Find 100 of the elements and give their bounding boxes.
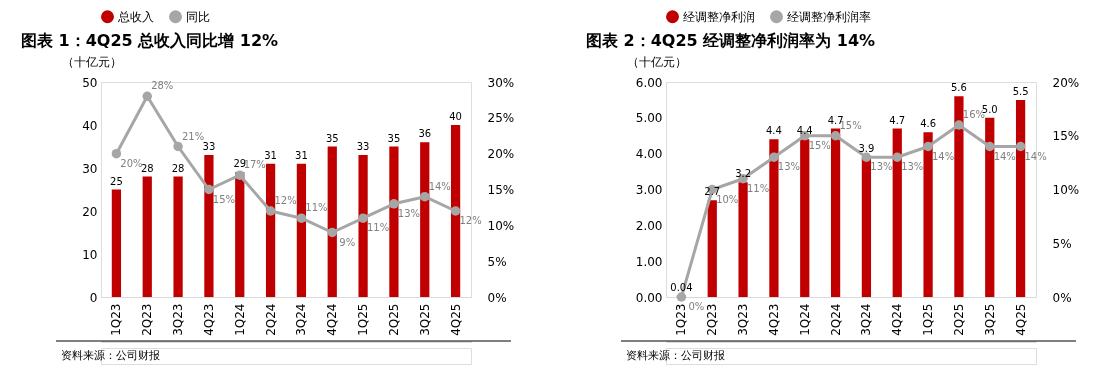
bar [235, 172, 245, 297]
data-label: 14% [993, 150, 1016, 162]
y-tick-label: 4.00 [635, 147, 663, 162]
text: 资料来源：公司财报 [626, 349, 725, 362]
data-label: 11% [746, 182, 770, 194]
point [892, 152, 902, 162]
y2-tick-label: 25% [487, 111, 515, 126]
data-label: 5.5 [1012, 85, 1029, 97]
bar [738, 182, 748, 297]
x-tick-label: 4Q25 [448, 303, 463, 336]
chart-title: 图表 1：4Q25 总收入同比增 12% [21, 31, 279, 50]
data-label: 13% [870, 161, 893, 173]
x-tick-label: 2Q25 [386, 303, 401, 336]
bar [985, 117, 995, 297]
bar [923, 132, 933, 297]
bar [327, 146, 337, 297]
y2-tick-label: 30% [487, 75, 515, 90]
point [985, 141, 995, 152]
point [861, 152, 872, 162]
y2-tick-label: 15% [487, 183, 515, 197]
x-tick-label: 4Q24 [325, 303, 340, 336]
x-tick-label: 2Q25 [951, 303, 966, 336]
x-tick-label: 3Q25 [417, 303, 432, 336]
bar [420, 142, 430, 297]
y-tick-label: 0 [89, 290, 98, 305]
data-label: 31 [264, 149, 277, 161]
point [420, 191, 430, 202]
x-tick-label: 3Q24 [859, 303, 874, 336]
data-label: 21% [181, 130, 205, 142]
y-tick-label: 50 [82, 75, 98, 90]
data-label: 11% [305, 202, 328, 214]
data-label: 12% [274, 195, 297, 206]
point [450, 206, 461, 216]
point [923, 141, 933, 152]
x-tick-label: 2Q23 [705, 303, 720, 336]
data-label: 13% [777, 161, 801, 173]
y2-tick-label: 10% [1052, 183, 1080, 197]
data-label: 31 [295, 149, 308, 161]
y-tick-label: 1.00 [635, 254, 663, 269]
legend-label: 总收入 [117, 9, 154, 24]
data-label: 3.2 [735, 168, 752, 180]
chart-title: 图表 2：4Q25 经调整净利润率为 14% [586, 31, 876, 50]
x-tick-label: 1Q25 [921, 303, 936, 336]
y-tick-label: 10 [82, 247, 98, 262]
data-label: 35 [387, 132, 401, 144]
data-label: 33 [356, 141, 370, 153]
point [954, 120, 964, 130]
point [111, 148, 122, 159]
y-tick-label: 30 [82, 161, 98, 176]
bar [389, 146, 399, 297]
y2-tick-label: 5% [487, 254, 507, 269]
point [265, 206, 276, 216]
y-tick-label: 5.00 [635, 111, 663, 126]
data-label: 28 [140, 162, 154, 174]
legend-label: 同比 [186, 9, 210, 24]
data-label: 0% [688, 301, 705, 312]
data-label: 20% [120, 157, 143, 169]
bar [1015, 99, 1026, 297]
y2-tick-label: 5% [1052, 236, 1072, 251]
x-tick-label: 3Q23 [171, 303, 186, 336]
point [358, 213, 368, 223]
data-label: 0.04 [670, 281, 693, 293]
legend-label: 经调整净利润率 [787, 9, 871, 24]
bar [173, 176, 183, 297]
point [327, 227, 337, 238]
point [389, 199, 399, 209]
x-tick-label: 1Q24 [797, 303, 812, 336]
data-label: 25 [110, 175, 123, 187]
y2-tick-label: 20% [487, 147, 515, 162]
x-tick-label: 4Q24 [890, 303, 905, 336]
bar [358, 155, 368, 297]
y-axis-title: （十亿元） [61, 54, 122, 69]
point [830, 131, 841, 141]
data-label: 4.4 [796, 125, 813, 137]
bar [265, 163, 276, 297]
y-tick-label: 40 [82, 118, 98, 133]
bar [800, 139, 810, 297]
bar [450, 125, 461, 297]
data-label: 13% [397, 207, 421, 219]
point [142, 91, 152, 102]
y2-tick-label: 0% [1052, 290, 1072, 305]
data-label: 15% [808, 139, 831, 151]
x-tick-label: 2Q23 [140, 303, 155, 336]
bar [830, 128, 841, 297]
bar [142, 176, 152, 297]
data-label: 33 [202, 141, 216, 153]
data-label: 13% [901, 161, 924, 173]
data-label: 15% [212, 193, 236, 205]
data-label: 11% [366, 222, 390, 234]
legend-label: 经调整净利润 [683, 9, 755, 24]
data-label: 3.9 [858, 143, 875, 155]
data-label: 5.6 [950, 82, 967, 94]
y-axis-title: （十亿元） [626, 54, 687, 69]
point [173, 141, 183, 152]
point [204, 184, 214, 195]
y-tick-label: 2.00 [635, 218, 663, 233]
y-tick-label: 20 [82, 204, 98, 219]
y2-tick-label: 20% [1052, 75, 1080, 90]
y-tick-label: 0.00 [635, 290, 663, 305]
x-tick-label: 2Q24 [828, 303, 843, 336]
